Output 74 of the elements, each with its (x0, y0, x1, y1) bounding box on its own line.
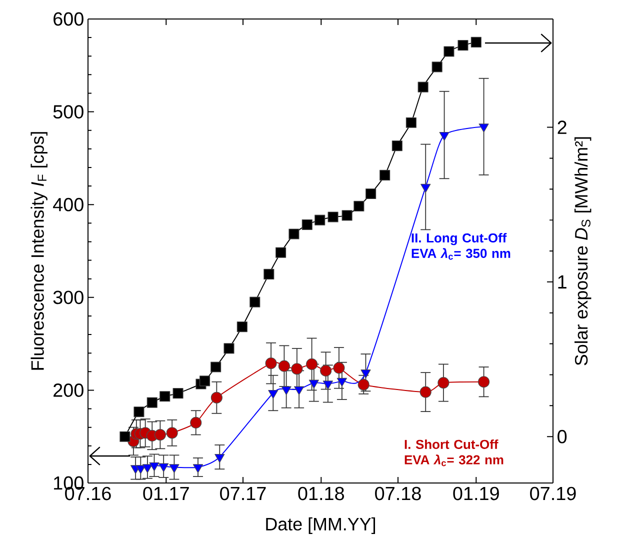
y-tick-label: 500 (53, 105, 84, 118)
point (418, 82, 428, 92)
point (322, 380, 333, 390)
point (328, 212, 338, 222)
point (392, 140, 402, 152)
y-tick-label: 600 (54, 12, 84, 26)
point (366, 188, 376, 200)
point (302, 219, 312, 230)
x-tick-label: 01.18 (298, 486, 344, 500)
point (380, 170, 390, 180)
y2-tick-label: 2 (558, 120, 566, 134)
point (265, 358, 277, 370)
point (358, 378, 370, 390)
point (200, 376, 210, 386)
point (406, 117, 416, 128)
x-tick-label: 01.17 (143, 486, 189, 500)
y2-tick-label: 0 (558, 430, 567, 444)
point (190, 416, 202, 428)
point (149, 462, 160, 472)
x-tick-label: 07.17 (220, 486, 266, 500)
point (158, 463, 169, 472)
point (134, 406, 144, 418)
point (136, 465, 146, 474)
y-tick-label: 200 (54, 383, 84, 397)
point (142, 464, 152, 474)
annotation: II. Long Cut-Off EVA λ$_{c}$= 350 nm (412, 233, 510, 260)
point (439, 132, 450, 141)
point (268, 390, 278, 399)
x-axis-title: Date [MM.YY] (266, 517, 376, 534)
point (224, 343, 234, 354)
point (276, 247, 286, 258)
y2-tick-label: 1 (558, 275, 566, 288)
y-axis-title: Fluorescence Intensity I$_{F}$ [cps] (30, 132, 48, 370)
x-tick-label: 07.18 (375, 486, 421, 500)
y-tick-label: 300 (53, 290, 84, 304)
point (146, 397, 158, 408)
point (166, 427, 178, 439)
point (470, 36, 482, 48)
point (354, 200, 364, 212)
point (438, 376, 450, 389)
point (342, 210, 352, 221)
point (288, 228, 300, 240)
point (250, 296, 260, 308)
point (192, 464, 204, 474)
point (210, 392, 222, 404)
point (154, 428, 166, 441)
point (160, 391, 170, 402)
point (360, 370, 371, 378)
point (210, 362, 222, 372)
point (172, 388, 184, 399)
point (314, 214, 326, 226)
point (444, 46, 454, 57)
y-tick-label: 400 (53, 198, 84, 212)
point (420, 386, 432, 398)
point (264, 268, 274, 280)
point (308, 380, 319, 389)
x-tick-label: 07.19 (530, 486, 576, 500)
point (120, 431, 130, 442)
point (281, 386, 292, 396)
y2-axis-title: Solar exposure D$_{S}$ [MWh/m²] (574, 137, 592, 366)
point (214, 454, 225, 463)
annotation: I. Short Cut-Off EVA λ$_{c}$= 322 nm (404, 439, 504, 466)
point (333, 362, 345, 374)
point (336, 378, 347, 387)
point (320, 364, 332, 376)
point (432, 62, 442, 72)
point (294, 386, 304, 396)
point (478, 124, 489, 132)
point (236, 322, 248, 332)
x-tick-label: 01.19 (453, 486, 499, 500)
point (458, 40, 468, 51)
point (420, 184, 431, 193)
point (478, 376, 490, 388)
point (169, 464, 180, 474)
